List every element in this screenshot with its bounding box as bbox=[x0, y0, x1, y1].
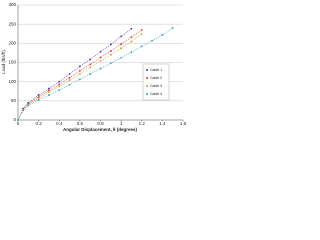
data-point bbox=[99, 67, 102, 70]
x-axis-label: Angular Displacement, θ (degrees) bbox=[63, 127, 137, 132]
x-tick-label: 1.2 bbox=[139, 121, 146, 126]
data-point bbox=[48, 91, 50, 93]
x-tick-label: 0.8 bbox=[97, 121, 104, 126]
data-point bbox=[37, 99, 40, 101]
data-point bbox=[120, 57, 123, 59]
series-line bbox=[17, 29, 142, 121]
data-point bbox=[130, 51, 133, 54]
legend-marker bbox=[146, 93, 148, 95]
data-point bbox=[68, 83, 71, 86]
data-point bbox=[58, 83, 61, 86]
data-point bbox=[109, 62, 112, 65]
legend-label: Cable 4 bbox=[150, 92, 162, 96]
y-tick-label: 100 bbox=[8, 79, 16, 84]
chart: Load (lbs/ft) Angular Displacement, θ (d… bbox=[1, 2, 187, 132]
data-point bbox=[58, 85, 61, 88]
x-tick-label: 0.2 bbox=[35, 121, 42, 126]
data-point bbox=[109, 53, 112, 56]
data-point bbox=[68, 76, 71, 79]
data-point bbox=[27, 104, 30, 107]
data-point bbox=[89, 63, 92, 66]
legend-marker bbox=[146, 77, 148, 79]
y-tick-label: 150 bbox=[8, 60, 16, 65]
data-point bbox=[78, 70, 81, 72]
data-point bbox=[130, 40, 133, 43]
data-point bbox=[130, 27, 133, 30]
data-point bbox=[120, 47, 123, 50]
data-point bbox=[48, 87, 50, 90]
legend-marker bbox=[146, 85, 148, 87]
data-point bbox=[99, 50, 102, 53]
data-point bbox=[89, 66, 92, 69]
data-point bbox=[161, 34, 164, 36]
x-tick-label: 1.4 bbox=[159, 121, 166, 126]
data-point bbox=[99, 56, 102, 59]
data-point bbox=[130, 36, 133, 39]
data-point bbox=[17, 119, 19, 121]
data-point bbox=[151, 39, 153, 42]
data-point bbox=[58, 89, 61, 91]
data-point bbox=[68, 73, 71, 75]
data-point bbox=[58, 80, 61, 83]
data-point bbox=[68, 79, 71, 82]
data-point bbox=[109, 50, 112, 52]
data-point bbox=[37, 97, 40, 100]
y-tick-label: 50 bbox=[11, 98, 17, 103]
y-tick-label: 200 bbox=[8, 41, 16, 46]
y-tick-label: 250 bbox=[8, 21, 16, 26]
x-tick-label: 0.4 bbox=[56, 121, 63, 126]
data-point bbox=[48, 89, 50, 92]
data-point bbox=[140, 33, 143, 36]
data-point bbox=[109, 43, 112, 46]
data-point bbox=[120, 43, 123, 45]
x-tick-label: 0 bbox=[17, 121, 20, 126]
y-axis-label: Load (lbs/ft) bbox=[1, 50, 6, 74]
series-line bbox=[17, 33, 142, 121]
y-tick-label: 0 bbox=[13, 117, 16, 122]
data-point bbox=[140, 29, 143, 31]
data-point bbox=[48, 94, 50, 96]
data-point bbox=[22, 109, 25, 112]
data-point bbox=[78, 65, 81, 68]
legend-marker bbox=[146, 69, 148, 71]
data-point bbox=[89, 73, 92, 75]
data-point bbox=[89, 58, 92, 61]
x-tick-label: 0.6 bbox=[77, 121, 84, 126]
y-tick-label: 300 bbox=[8, 2, 16, 7]
x-tick-label: 1 bbox=[120, 121, 123, 126]
data-point bbox=[99, 60, 102, 62]
legend-label: Cable 1 bbox=[150, 68, 162, 72]
x-tick-label: 1.6 bbox=[180, 121, 187, 126]
data-point bbox=[78, 73, 81, 75]
data-point bbox=[120, 35, 123, 38]
legend-label: Cable 2 bbox=[150, 76, 162, 80]
data-point bbox=[78, 78, 81, 81]
legend-label: Cable 3 bbox=[150, 84, 162, 88]
data-point bbox=[140, 45, 143, 48]
data-point bbox=[171, 27, 174, 29]
data-point bbox=[37, 94, 40, 96]
